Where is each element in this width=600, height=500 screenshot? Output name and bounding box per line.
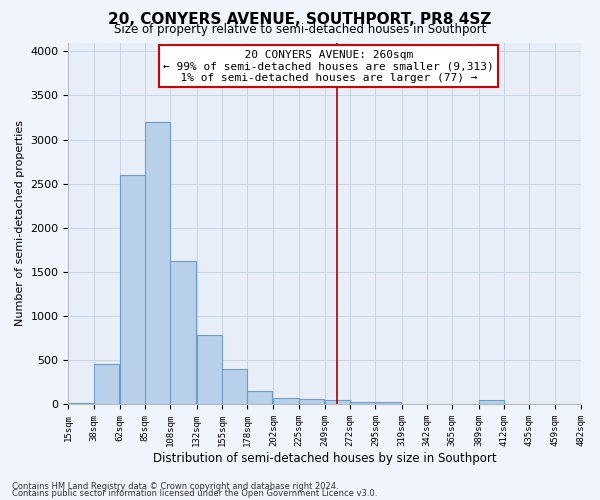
Bar — [274, 398, 299, 404]
Text: 20 CONYERS AVENUE: 260sqm  
← 99% of semi-detached houses are smaller (9,313)
  : 20 CONYERS AVENUE: 260sqm ← 99% of semi-… — [163, 50, 494, 83]
Bar — [325, 400, 350, 404]
Bar — [170, 262, 196, 404]
Bar — [350, 402, 376, 404]
Text: 20, CONYERS AVENUE, SOUTHPORT, PR8 4SZ: 20, CONYERS AVENUE, SOUTHPORT, PR8 4SZ — [109, 12, 491, 28]
Bar — [299, 399, 324, 404]
Bar — [197, 334, 222, 404]
Bar — [222, 369, 247, 404]
Bar — [247, 391, 272, 404]
Bar — [94, 364, 119, 405]
Text: Contains public sector information licensed under the Open Government Licence v3: Contains public sector information licen… — [12, 489, 377, 498]
Text: Size of property relative to semi-detached houses in Southport: Size of property relative to semi-detach… — [114, 22, 486, 36]
Bar — [479, 400, 504, 404]
Y-axis label: Number of semi-detached properties: Number of semi-detached properties — [15, 120, 25, 326]
Bar — [120, 175, 145, 404]
Bar — [68, 402, 94, 404]
X-axis label: Distribution of semi-detached houses by size in Southport: Distribution of semi-detached houses by … — [152, 452, 496, 465]
Bar — [145, 122, 170, 405]
Text: Contains HM Land Registry data © Crown copyright and database right 2024.: Contains HM Land Registry data © Crown c… — [12, 482, 338, 491]
Bar — [376, 402, 401, 404]
